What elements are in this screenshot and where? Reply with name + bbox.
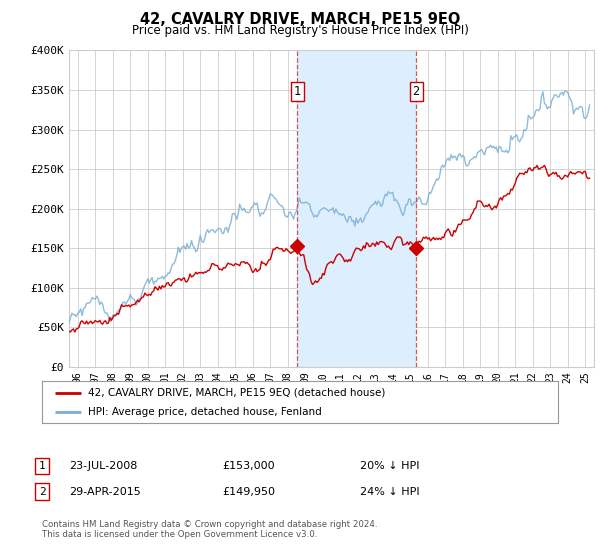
- Text: 24% ↓ HPI: 24% ↓ HPI: [360, 487, 419, 497]
- Text: 42, CAVALRY DRIVE, MARCH, PE15 9EQ: 42, CAVALRY DRIVE, MARCH, PE15 9EQ: [140, 12, 460, 27]
- Text: 42, CAVALRY DRIVE, MARCH, PE15 9EQ (detached house): 42, CAVALRY DRIVE, MARCH, PE15 9EQ (deta…: [88, 388, 386, 398]
- Text: 29-APR-2015: 29-APR-2015: [69, 487, 141, 497]
- Bar: [298, 50, 416, 367]
- Text: £153,000: £153,000: [222, 461, 275, 471]
- Text: 2: 2: [38, 487, 46, 497]
- Text: Contains HM Land Registry data © Crown copyright and database right 2024.
This d: Contains HM Land Registry data © Crown c…: [42, 520, 377, 539]
- Text: 23-JUL-2008: 23-JUL-2008: [69, 461, 137, 471]
- Text: £149,950: £149,950: [222, 487, 275, 497]
- Text: 1: 1: [38, 461, 46, 471]
- Text: HPI: Average price, detached house, Fenland: HPI: Average price, detached house, Fenl…: [88, 407, 322, 417]
- Text: 20% ↓ HPI: 20% ↓ HPI: [360, 461, 419, 471]
- Text: Price paid vs. HM Land Registry's House Price Index (HPI): Price paid vs. HM Land Registry's House …: [131, 24, 469, 37]
- Text: 2: 2: [412, 85, 419, 98]
- Text: 1: 1: [294, 85, 301, 98]
